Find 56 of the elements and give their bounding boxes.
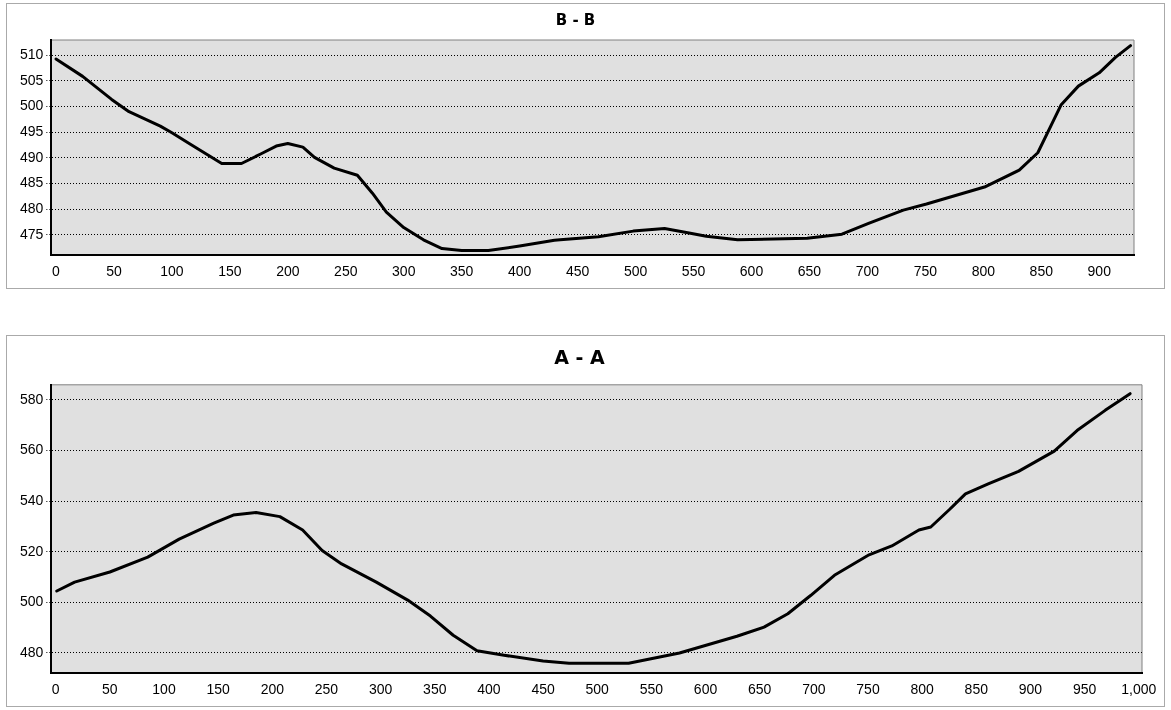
y-tick-label: 580 (20, 390, 44, 407)
x-tick-label: 0 (52, 263, 61, 280)
chart-title: B - B (555, 10, 596, 29)
x-tick-label: 350 (450, 263, 474, 280)
x-tick-label: 450 (531, 681, 555, 698)
x-tick-label: 150 (206, 681, 231, 698)
x-tick-label: 550 (639, 681, 664, 698)
x-tick-label: 200 (276, 263, 300, 280)
x-tick-label: 250 (314, 681, 339, 698)
x-tick-label: 100 (160, 263, 184, 280)
x-tick-label: 300 (392, 263, 416, 280)
x-tick-label: 950 (1072, 681, 1097, 698)
x-tick-label: 1,000 (1121, 681, 1157, 698)
x-tick-label: 50 (106, 263, 122, 280)
x-tick-label: 800 (910, 681, 935, 698)
x-tick-label: 0 (51, 681, 60, 698)
x-tick-label: 100 (152, 681, 176, 698)
x-tick-label: 300 (368, 681, 393, 698)
x-tick-label: 750 (913, 263, 938, 280)
x-tick-label: 500 (585, 681, 610, 698)
x-tick-label: 900 (1018, 681, 1043, 698)
x-tick-label: 850 (964, 681, 989, 698)
y-tick-label: 505 (20, 71, 44, 88)
x-tick-label: 150 (218, 263, 242, 280)
x-tick-label: 50 (102, 681, 118, 698)
x-tick-label: 550 (681, 263, 706, 280)
chart-title: A - A (554, 346, 606, 369)
x-tick-label: 700 (855, 263, 880, 280)
y-tick-label: 520 (20, 542, 44, 559)
x-tick-label: 600 (693, 681, 718, 698)
x-tick-label: 200 (260, 681, 285, 698)
y-tick-label: 540 (20, 492, 44, 509)
x-tick-label: 250 (334, 263, 358, 280)
x-tick-label: 650 (748, 681, 772, 698)
x-tick-label: 750 (856, 681, 880, 698)
y-tick-label: 490 (20, 148, 44, 165)
y-tick-label: 495 (20, 123, 44, 140)
y-tick-label: 475 (20, 225, 44, 242)
y-tick-label: 480 (20, 643, 44, 660)
x-tick-label: 400 (477, 681, 501, 698)
x-tick-label: 900 (1087, 263, 1112, 280)
y-tick-label: 480 (20, 199, 44, 216)
x-tick-label: 700 (802, 681, 826, 698)
x-tick-label: 450 (565, 263, 590, 280)
x-tick-label: 400 (507, 263, 532, 280)
y-tick-label: 560 (20, 441, 44, 458)
x-tick-label: 800 (971, 263, 996, 280)
y-tick-label: 510 (20, 46, 44, 63)
y-tick-label: 485 (20, 174, 44, 191)
x-tick-label: 850 (1029, 263, 1054, 280)
y-tick-label: 500 (20, 97, 44, 114)
x-tick-label: 500 (623, 263, 648, 280)
x-tick-label: 350 (423, 681, 447, 698)
x-tick-label: 600 (739, 263, 764, 280)
x-tick-label: 650 (797, 263, 822, 280)
y-tick-label: 500 (20, 593, 44, 610)
